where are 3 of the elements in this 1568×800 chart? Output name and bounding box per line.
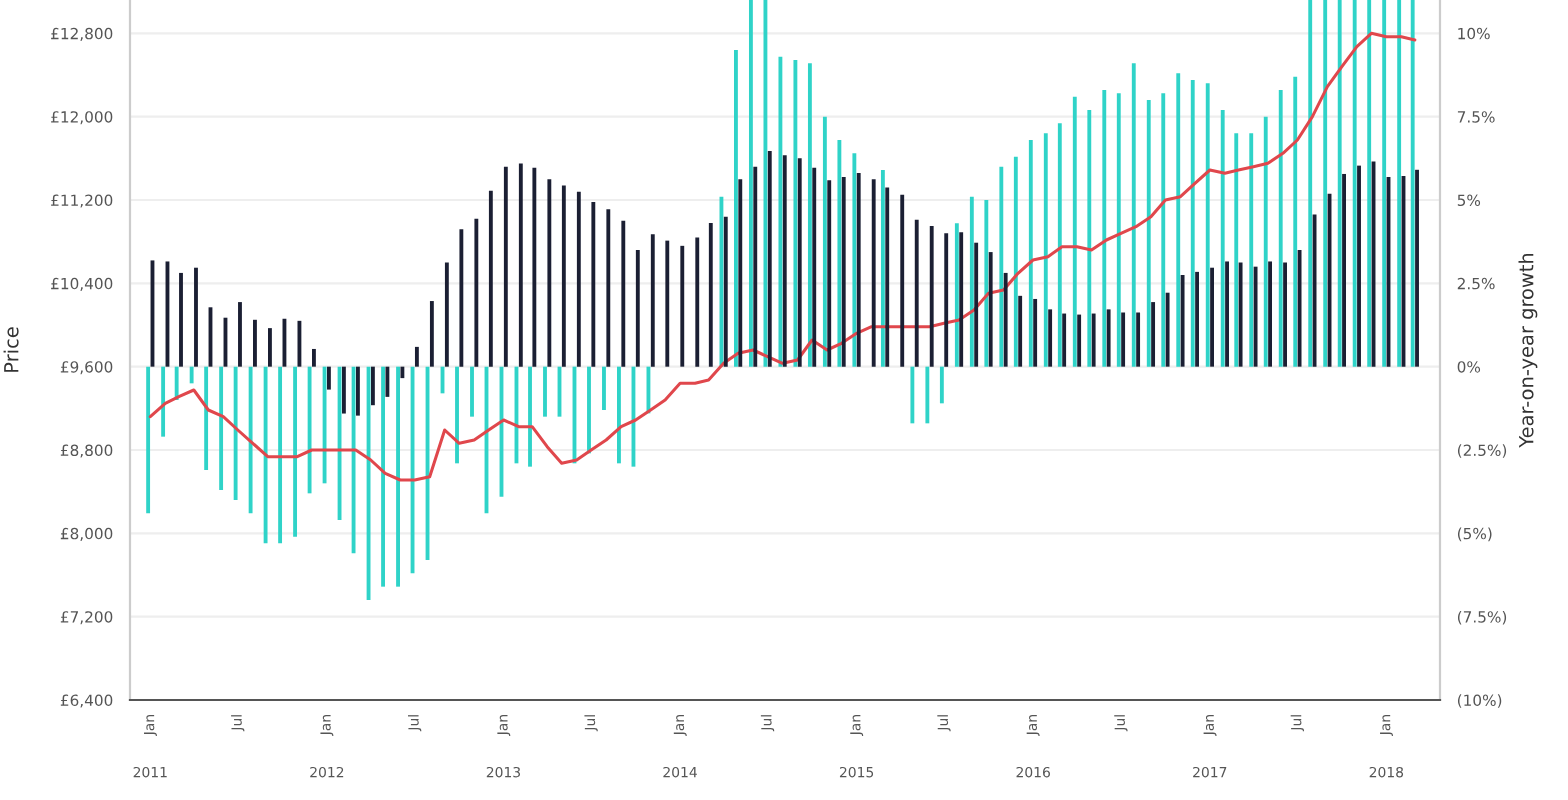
line-series [148, 31, 1417, 482]
y-axis-title: Price [3, 327, 19, 372]
y2-axis-title: Year-on-year growth [1518, 253, 1538, 448]
